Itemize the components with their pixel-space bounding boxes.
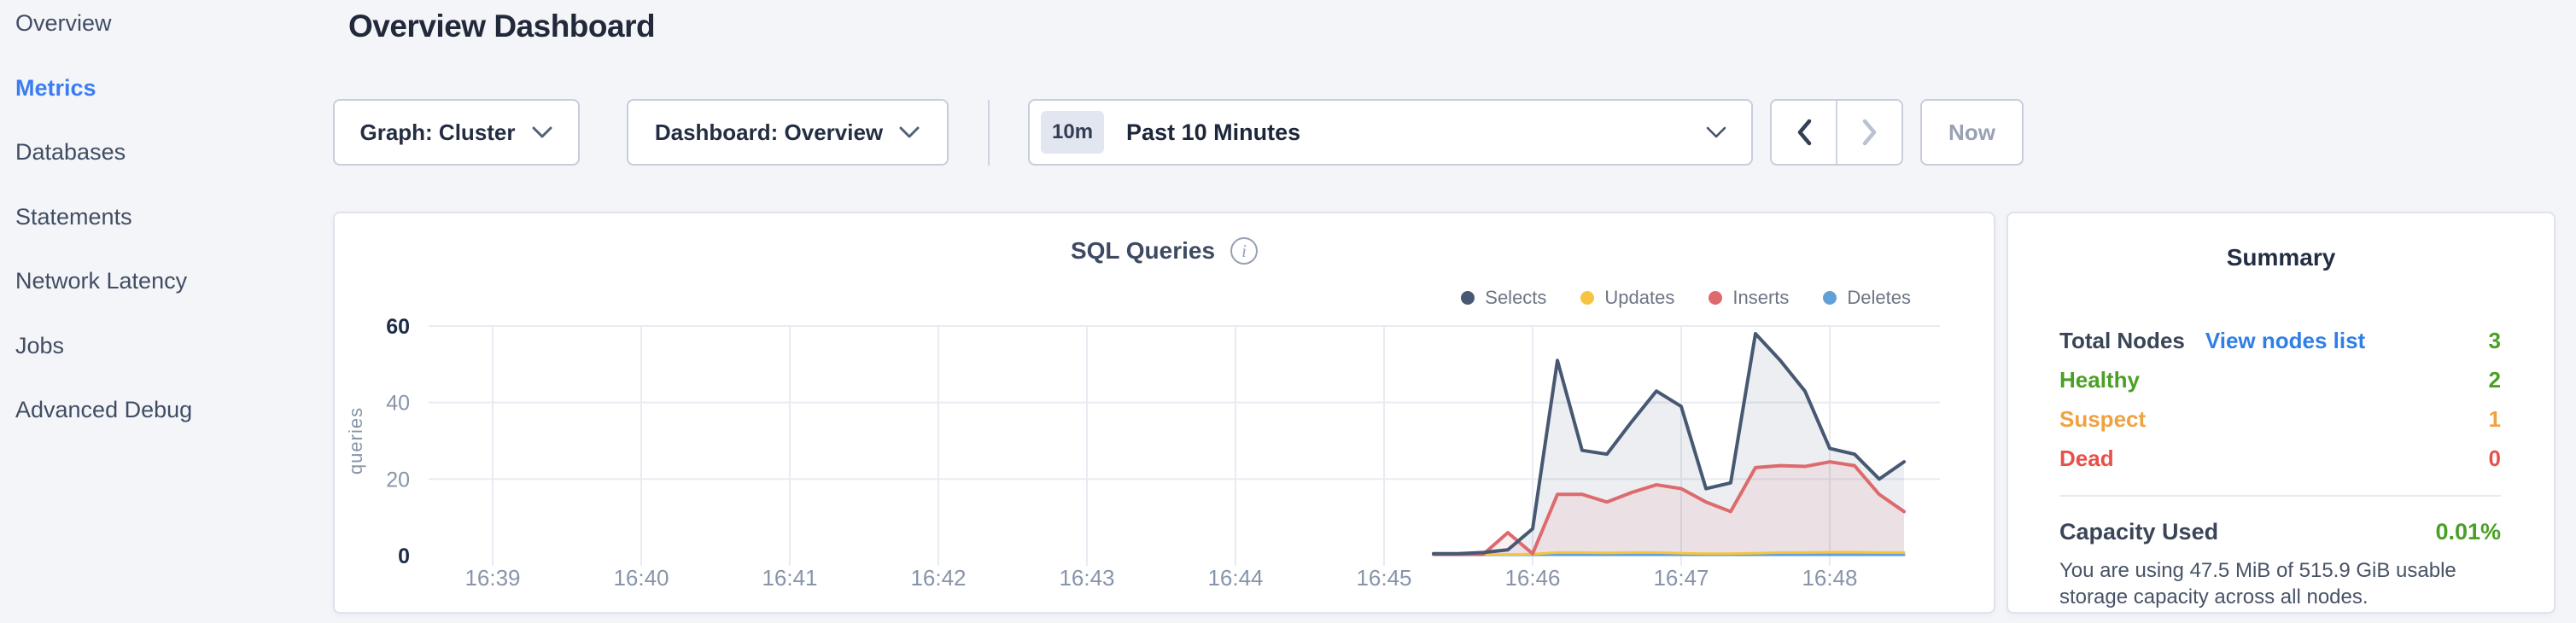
series-area-selects	[1433, 333, 1904, 556]
dashboard-dropdown-label: Dashboard: Overview	[654, 119, 884, 145]
sidebar-item-databases[interactable]: Databases	[15, 139, 126, 166]
sidebar-item-metrics[interactable]: Metrics	[15, 74, 96, 101]
graph-dropdown-button[interactable]: Graph: Cluster	[333, 99, 580, 166]
summary-title: Summary	[2226, 244, 2336, 271]
legend-label: Inserts	[1732, 287, 1790, 308]
y-axis-tick-label: 60	[386, 315, 410, 339]
y-axis-tick-label: 40	[386, 392, 410, 416]
time-range-dropdown[interactable]: 10m Past 10 Minutes	[1028, 99, 1753, 166]
legend-item-deletes: Deletes	[1823, 287, 1911, 309]
capacity-used-label: Capacity Used	[2059, 519, 2219, 544]
summary-divider	[2059, 495, 2501, 497]
summary-row-dead: Dead 0	[2059, 439, 2501, 478]
series-line-inserts	[1431, 460, 1906, 556]
x-axis-tick-label: 16:42	[910, 565, 966, 591]
x-axis-tick-label: 16:43	[1059, 565, 1114, 591]
sql-queries-chart: 16:39 16:40 16:41 16:42 16:43 16:44 16:45 16:46…	[345, 315, 1940, 591]
legend-item-updates: Updates	[1580, 287, 1674, 309]
x-axis-tick-label: 16:39	[464, 565, 520, 591]
legend-label: Updates	[1604, 287, 1675, 308]
summary-row-label: Total Nodes	[2059, 327, 2185, 353]
summary-row-value: 2	[2488, 366, 2501, 393]
chevron-right-icon	[1862, 119, 1876, 146]
y-axis-tick-label: 0	[398, 544, 410, 568]
legend-dot-updates	[1580, 291, 1595, 305]
time-step-button-group	[1770, 99, 1903, 166]
summary-row-label: Dead	[2059, 445, 2114, 471]
legend-dot-deletes	[1823, 291, 1837, 305]
series-line-updates	[1432, 550, 1906, 556]
sql-queries-chart-panel: SQL Queries i Selects Updates Inserts Delet…	[333, 212, 1995, 614]
x-axis-tick-label: 16:47	[1653, 565, 1709, 591]
summary-row-value: 1	[2488, 405, 2501, 432]
legend-dot-selects	[1461, 291, 1475, 305]
chart-header: SQL Queries i	[335, 237, 1994, 265]
chart-title: SQL Queries	[1070, 237, 1216, 264]
x-axis-tick-label: 16:44	[1207, 565, 1263, 591]
summary-body: Total Nodes View nodes list 3 Healthy 2 Suspe…	[2059, 321, 2501, 610]
graph-dropdown-label: Graph: Cluster	[359, 119, 516, 145]
prev-time-button[interactable]	[1772, 101, 1836, 164]
sidebar-item-overview[interactable]: Overview	[15, 10, 112, 37]
sidebar-item-advanced-debug[interactable]: Advanced Debug	[15, 397, 193, 423]
chart-legend: Selects Updates Inserts Deletes	[1461, 287, 1911, 309]
chevron-down-icon	[532, 126, 552, 138]
page-title: Overview Dashboard	[348, 9, 656, 44]
summary-row-total-nodes: Total Nodes View nodes list 3	[2059, 321, 2501, 360]
next-time-button[interactable]	[1836, 101, 1901, 164]
series-area-inserts	[1433, 462, 1904, 556]
sidebar-item-jobs[interactable]: Jobs	[15, 332, 65, 358]
summary-row-label: Healthy	[2059, 366, 2140, 393]
dashboard-dropdown-button[interactable]: Dashboard: Overview	[627, 99, 949, 166]
summary-panel: Summary Total Nodes View nodes list 3 Healt…	[2006, 212, 2556, 614]
sidebar-item-statements[interactable]: Statements	[15, 203, 132, 230]
summary-row-label: Suspect	[2059, 405, 2147, 432]
time-range-badge: 10m	[1041, 111, 1105, 154]
legend-item-inserts: Inserts	[1709, 287, 1789, 309]
legend-label: Deletes	[1847, 287, 1911, 308]
summary-row-healthy: Healthy 2	[2059, 360, 2501, 399]
summary-row-value: 0	[2488, 445, 2501, 471]
now-button[interactable]: Now	[1920, 99, 2024, 166]
chevron-left-icon	[1797, 119, 1811, 146]
y-axis-label: queries	[345, 407, 366, 475]
summary-row-suspect: Suspect 1	[2059, 399, 2501, 439]
sidebar-nav: Overview Metrics Databases Statements Networ…	[0, 0, 331, 443]
x-axis-tick-label: 16:48	[1802, 565, 1857, 591]
chevron-down-icon	[1706, 126, 1726, 138]
series-line-selects	[1431, 331, 1906, 556]
x-axis-tick-label: 16:41	[762, 565, 817, 591]
legend-item-selects: Selects	[1461, 287, 1546, 309]
capacity-used-value: 0.01%	[2435, 519, 2501, 544]
x-axis-tick-label: 16:46	[1504, 565, 1560, 591]
y-axis-tick-label: 20	[386, 468, 410, 492]
toolbar-divider	[988, 100, 990, 166]
info-icon[interactable]: i	[1230, 237, 1259, 265]
chevron-down-icon	[899, 126, 920, 138]
x-axis-tick-label: 16:40	[613, 565, 669, 591]
legend-label: Selects	[1485, 287, 1547, 308]
sidebar-item-network-latency[interactable]: Network Latency	[15, 268, 188, 294]
capacity-used-description: You are using 47.5 MiB of 515.9 GiB usab…	[2059, 559, 2456, 608]
time-range-label: Past 10 Minutes	[1126, 119, 1301, 145]
view-nodes-list-link[interactable]: View nodes list	[2205, 327, 2366, 353]
x-axis-tick-label: 16:45	[1356, 565, 1411, 591]
legend-dot-inserts	[1709, 291, 1723, 305]
now-button-label: Now	[1948, 119, 1995, 145]
summary-row-value: 3	[2488, 327, 2501, 353]
